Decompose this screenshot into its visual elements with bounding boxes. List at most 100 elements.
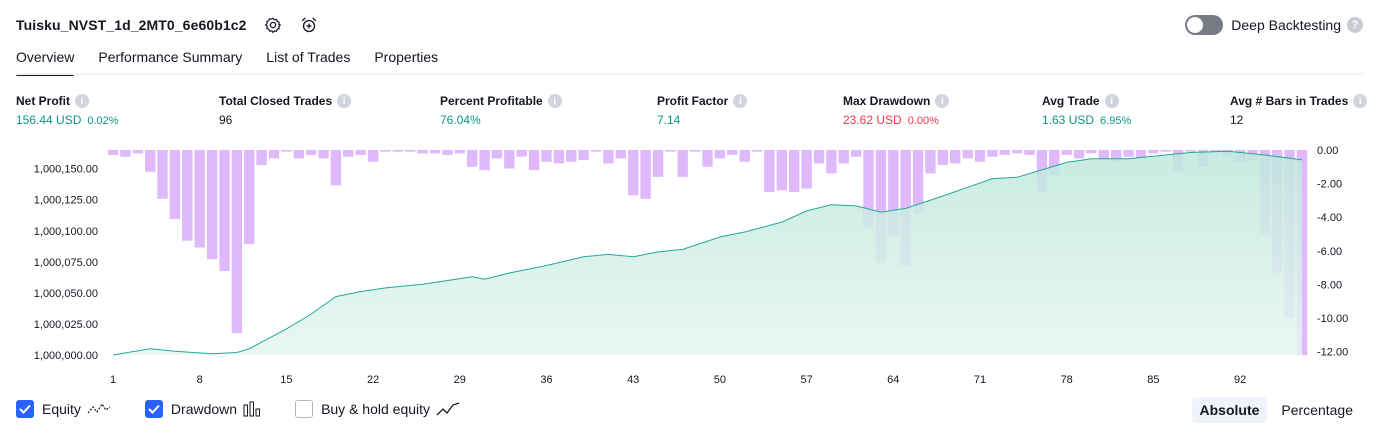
- drawdown-bar: [801, 150, 811, 189]
- drawdown-bar: [950, 150, 960, 163]
- x-tick-label: 92: [1234, 374, 1246, 386]
- drawdown-bar: [182, 150, 192, 241]
- drawdown-bar: [1024, 150, 1034, 155]
- info-icon[interactable]: i: [935, 94, 949, 108]
- metric-max-drawdown: Max Drawdown i 23.62 USD 0.00%: [843, 94, 949, 127]
- drawdown-bar: [195, 150, 205, 248]
- drawdown-bar: [727, 150, 737, 155]
- drawdown-bar: [492, 150, 502, 158]
- drawdown-bar: [281, 150, 291, 152]
- drawdown-bar: [925, 150, 935, 174]
- info-icon[interactable]: i: [1105, 94, 1119, 108]
- drawdown-bar: [479, 150, 489, 170]
- metric-value: 12: [1230, 113, 1243, 127]
- drawdown-bar: [219, 150, 229, 271]
- x-tick-label: 29: [454, 374, 466, 386]
- drawdown-checkbox[interactable]: [145, 400, 163, 418]
- drawdown-bar: [826, 150, 836, 174]
- drawdown-bar: [640, 150, 650, 199]
- drawdown-bar: [356, 150, 366, 155]
- y-left-tick-label: 1,000,125.00: [34, 195, 98, 207]
- strategy-title: Tuisku_NVST_1d_2MT0_6e60b1c2: [16, 17, 247, 33]
- drawdown-bar: [108, 150, 118, 155]
- drawdown-bar: [318, 150, 328, 158]
- metric-total-closed-trades: Total Closed Trades i 96: [219, 94, 351, 127]
- tab-overview[interactable]: Overview: [16, 46, 74, 74]
- drawdown-bar: [554, 150, 564, 163]
- equity-label: Equity: [42, 401, 81, 417]
- equity-area: [113, 151, 1302, 355]
- gear-icon[interactable]: [263, 15, 283, 35]
- drawdown-bar: [306, 150, 316, 155]
- metric-label: Profit Factor: [657, 94, 728, 108]
- equity-line-icon: [87, 401, 111, 417]
- equity-drawdown-chart[interactable]: 1,000,000.00 1,000,025.00 1,000,050.00 1,00…: [0, 140, 1379, 390]
- info-icon[interactable]: i: [548, 94, 562, 108]
- metric-label: Total Closed Trades: [219, 94, 332, 108]
- metric-value: 7.14: [657, 113, 680, 127]
- legend-buy-hold[interactable]: Buy & hold equity: [295, 400, 460, 418]
- equity-checkbox[interactable]: [16, 400, 34, 418]
- y-right-tick-label: -10.00: [1317, 313, 1348, 325]
- x-tick-label: 57: [800, 374, 812, 386]
- drawdown-bar: [938, 150, 948, 165]
- tab-list-of-trades[interactable]: List of Trades: [266, 46, 350, 74]
- drawdown-bar: [789, 150, 799, 192]
- bar-chart-icon: [243, 401, 261, 417]
- drawdown-bar: [256, 150, 266, 165]
- y-left-tick-label: 1,000,075.00: [34, 257, 98, 269]
- drawdown-bar: [690, 150, 700, 152]
- drawdown-bar: [1000, 150, 1010, 155]
- help-icon[interactable]: ?: [1347, 17, 1363, 33]
- tab-performance-summary[interactable]: Performance Summary: [98, 46, 242, 74]
- y-left-tick-label: 1,000,050.00: [34, 288, 98, 300]
- x-tick-label: 43: [627, 374, 639, 386]
- y-right-tick-label: -8.00: [1317, 279, 1342, 291]
- x-tick-label: 8: [197, 374, 203, 386]
- x-tick-label: 78: [1061, 374, 1073, 386]
- y-left-tick-label: 1,000,100.00: [34, 226, 98, 238]
- drawdown-bar: [145, 150, 155, 172]
- drawdown-bar: [467, 150, 477, 167]
- metric-value: 156.44 USD: [16, 113, 81, 127]
- drawdown-bar: [1012, 150, 1022, 153]
- info-icon[interactable]: i: [1353, 94, 1367, 108]
- drawdown-bar: [294, 150, 304, 158]
- drawdown-bar: [777, 150, 787, 190]
- buy-hold-checkbox[interactable]: [295, 400, 313, 418]
- drawdown-bar: [1074, 150, 1084, 158]
- absolute-button[interactable]: Absolute: [1192, 397, 1268, 423]
- metric-label: Avg # Bars in Trades: [1230, 94, 1348, 108]
- drawdown-bar: [120, 150, 130, 157]
- deep-backtesting-toggle[interactable]: [1185, 15, 1223, 35]
- x-tick-label: 1: [110, 374, 116, 386]
- info-icon[interactable]: i: [337, 94, 351, 108]
- tab-properties[interactable]: Properties: [374, 46, 438, 74]
- alarm-add-icon[interactable]: [299, 15, 319, 35]
- drawdown-bar: [839, 150, 849, 163]
- drawdown-bar: [442, 150, 452, 155]
- x-tick-label: 64: [887, 374, 899, 386]
- drawdown-bar: [417, 150, 427, 153]
- drawdown-bar: [1148, 150, 1158, 153]
- drawdown-bar: [405, 150, 415, 152]
- drawdown-bar: [962, 150, 972, 158]
- drawdown-bar: [170, 150, 180, 219]
- legend-drawdown[interactable]: Drawdown: [145, 400, 261, 418]
- drawdown-bar: [715, 150, 725, 158]
- drawdown-bar: [207, 150, 217, 259]
- legend-equity[interactable]: Equity: [16, 400, 111, 418]
- info-icon[interactable]: i: [75, 94, 89, 108]
- drawdown-bar: [1185, 150, 1195, 152]
- drawdown-bar: [343, 150, 353, 157]
- toggle-knob: [1187, 17, 1203, 33]
- drawdown-bar: [578, 150, 588, 160]
- drawdown-bar: [517, 150, 527, 157]
- x-tick-label: 50: [714, 374, 726, 386]
- metric-value: 23.62 USD: [843, 113, 902, 127]
- info-icon[interactable]: i: [733, 94, 747, 108]
- metric-percent-profitable: Percent Profitable i 76.04%: [440, 94, 562, 127]
- metrics-row: Net Profit i 156.44 USD 0.02% Total Closed…: [16, 94, 1363, 130]
- percentage-button[interactable]: Percentage: [1273, 397, 1361, 423]
- drawdown-bar: [740, 150, 750, 162]
